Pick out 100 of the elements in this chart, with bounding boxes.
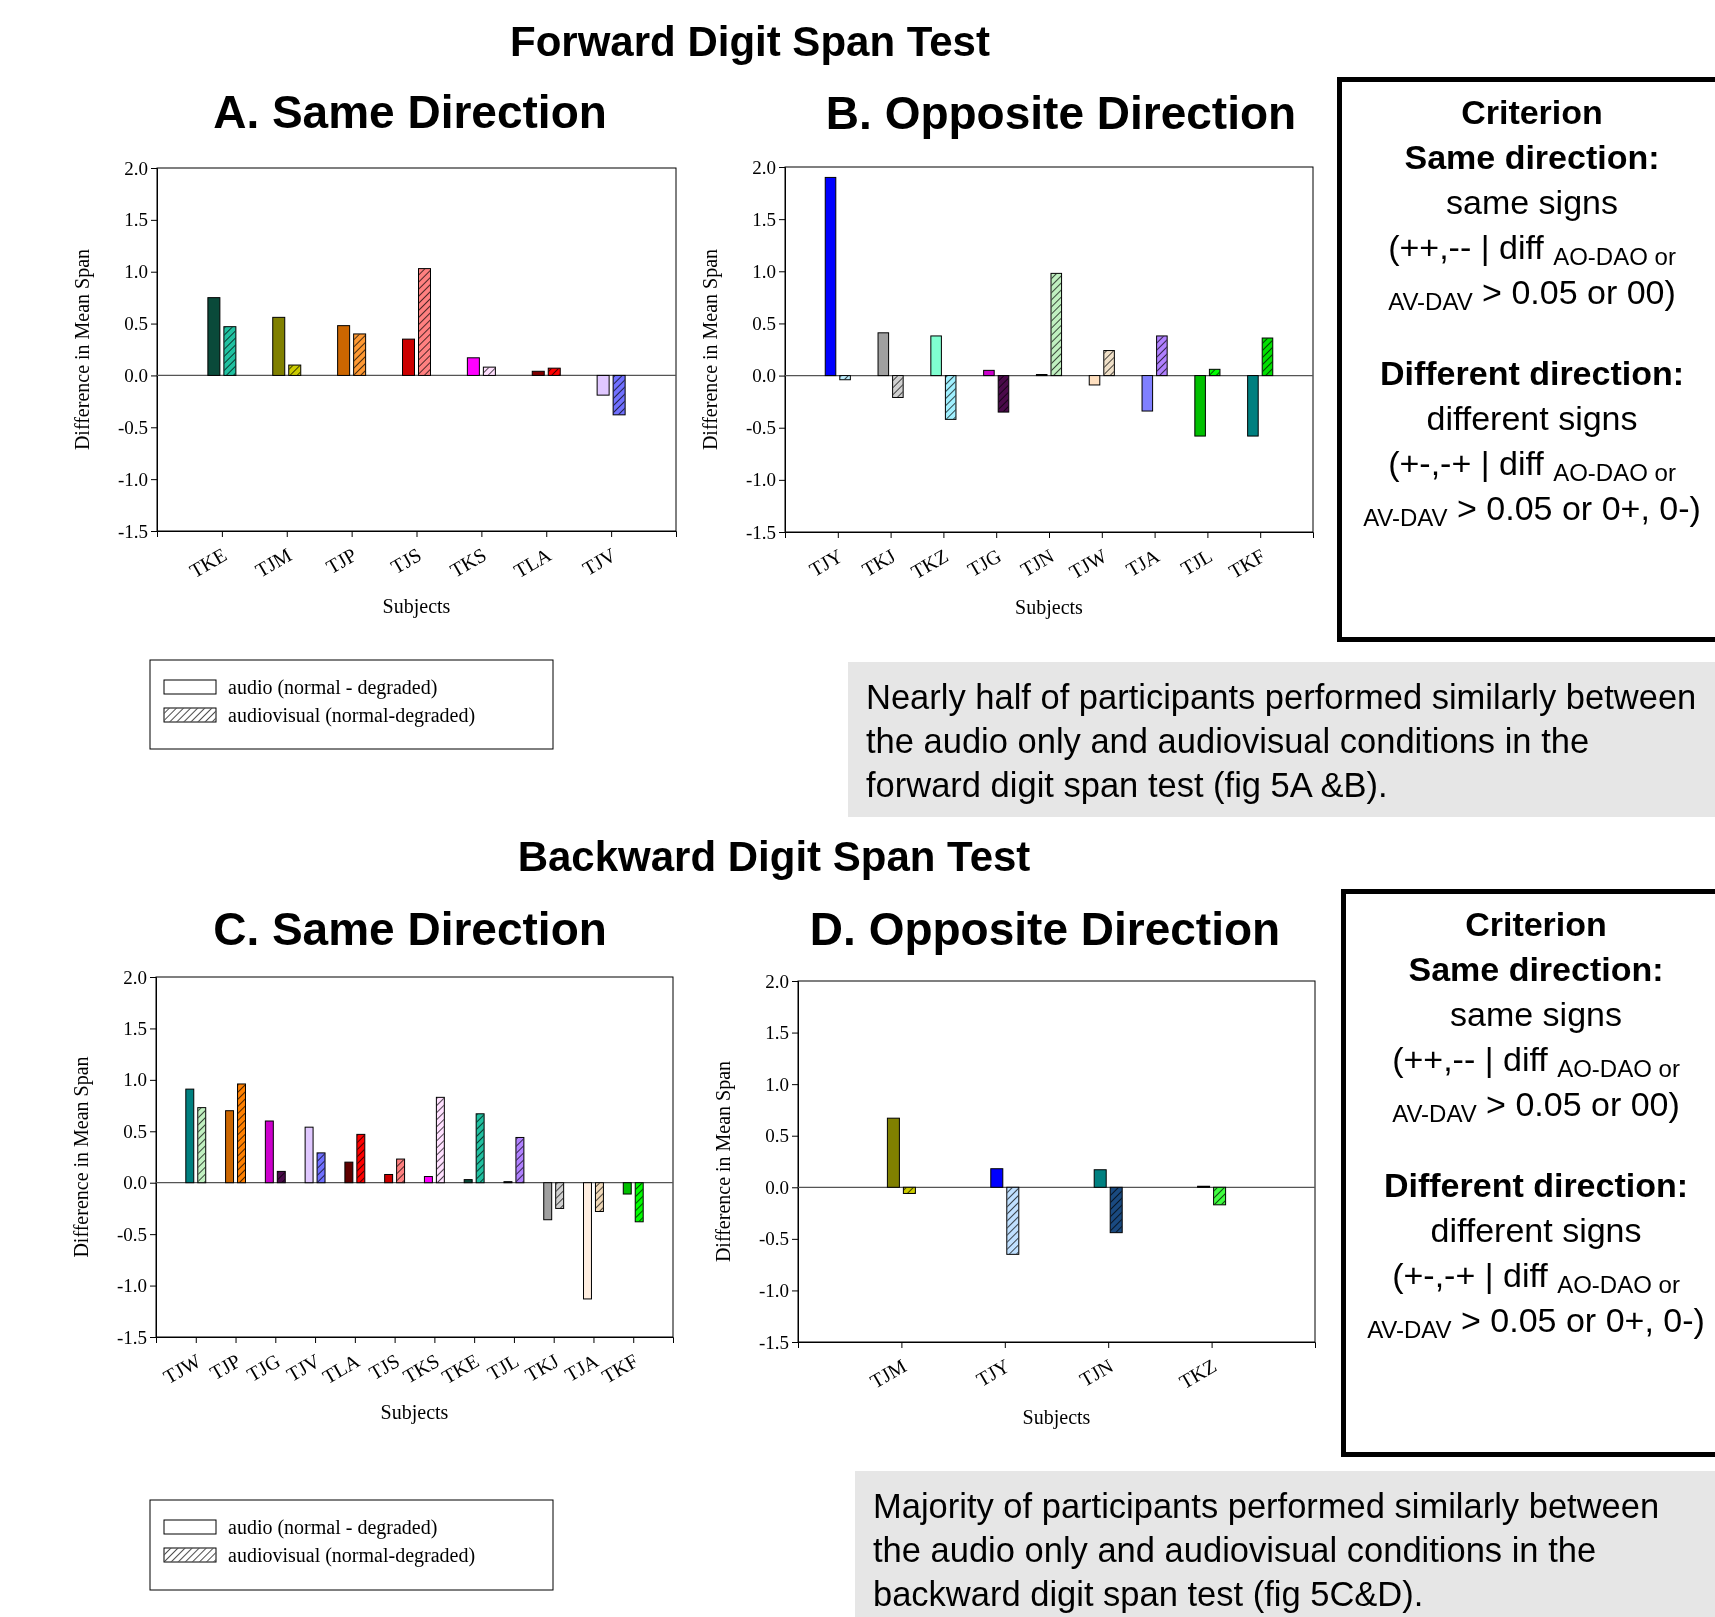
bar bbox=[1088, 375, 1101, 386]
y-tick-label: 0.5 bbox=[765, 1125, 789, 1147]
y-tick-label: -1.0 bbox=[117, 468, 148, 490]
text: Criterion bbox=[1464, 904, 1608, 945]
y-tick-label: 1.5 bbox=[752, 208, 776, 230]
y-tick-label: 2.0 bbox=[123, 966, 147, 988]
y-tick-label: 0.5 bbox=[124, 313, 148, 335]
x-tick-label: TJW bbox=[159, 1349, 205, 1388]
y-tick-label: 2.0 bbox=[752, 156, 776, 178]
text: Backward Digit Span Test bbox=[516, 833, 1032, 881]
y-tick-label: 2.0 bbox=[124, 157, 148, 179]
y-tick-label: 0.0 bbox=[752, 365, 776, 387]
y-tick-label: -0.5 bbox=[117, 416, 148, 438]
chart-title: B. Opposite Direction bbox=[825, 87, 1297, 139]
bar bbox=[402, 338, 415, 376]
bar bbox=[930, 335, 942, 377]
bar bbox=[1093, 1169, 1107, 1188]
x-tick-label: TJP bbox=[322, 543, 361, 579]
y-tick-label: -1.0 bbox=[758, 1280, 789, 1302]
chart-title: A. Same Direction bbox=[213, 86, 607, 138]
x-tick-label: TKJ bbox=[521, 1349, 563, 1386]
x-tick-label: TLA bbox=[510, 543, 556, 582]
x-tick-label: TJY bbox=[972, 1354, 1014, 1391]
bar bbox=[272, 316, 286, 376]
bar bbox=[824, 176, 837, 377]
chart-title: C. Same Direction bbox=[213, 903, 607, 955]
x-tick-label: TJG bbox=[242, 1349, 284, 1386]
text: different signs bbox=[1429, 1210, 1643, 1251]
text: Different direction: bbox=[1378, 353, 1686, 394]
x-tick-label: TJV bbox=[578, 543, 621, 580]
text: Majority of participants performed similarly between the audio only and audiovisual conditions in the backward digit span test (fig 5C&D). bbox=[873, 1486, 1661, 1615]
y-tick-label: -1.5 bbox=[758, 1331, 789, 1353]
x-tick-label: TKF bbox=[1224, 544, 1269, 583]
bar bbox=[990, 1168, 1004, 1188]
x-axis-title: Subjects bbox=[380, 1401, 449, 1424]
y-tick-label: -1.5 bbox=[745, 521, 776, 543]
text: Different direction: bbox=[1382, 1165, 1690, 1206]
y-tick-label: -0.5 bbox=[745, 417, 776, 439]
x-tick-label: TJL bbox=[1177, 544, 1216, 580]
bar bbox=[886, 1117, 900, 1188]
x-tick-label: TJM bbox=[251, 543, 296, 582]
bar bbox=[1194, 375, 1206, 437]
x-tick-label: TKE bbox=[185, 543, 231, 582]
y-tick-label: 1.0 bbox=[752, 260, 776, 282]
text: same signs bbox=[1445, 182, 1619, 223]
text: same signs bbox=[1449, 994, 1623, 1035]
y-tick-label: -1.5 bbox=[116, 1326, 147, 1348]
bar bbox=[264, 1120, 274, 1184]
y-tick-label: 0.0 bbox=[123, 1172, 147, 1194]
y-tick-label: 1.0 bbox=[765, 1073, 789, 1095]
x-axis-title: Subjects bbox=[1022, 1406, 1091, 1429]
text: Same direction: bbox=[1407, 949, 1665, 990]
x-tick-label: TJP bbox=[206, 1349, 245, 1385]
y-tick-label: 0.5 bbox=[752, 313, 776, 335]
bar bbox=[1247, 375, 1259, 437]
x-tick-label: TJY bbox=[805, 544, 847, 581]
x-tick-label: TKZ bbox=[907, 544, 952, 583]
x-tick-label: TJM bbox=[866, 1354, 911, 1393]
x-tick-label: TJL bbox=[483, 1349, 523, 1385]
y-axis-title: Difference in Mean Span bbox=[71, 248, 94, 451]
legend-label: audiovisual (normal-degraded) bbox=[228, 704, 476, 727]
x-tick-label: TKJ bbox=[858, 544, 900, 581]
y-axis-title: Difference in Mean Span bbox=[70, 1056, 93, 1258]
x-tick-label: TJS bbox=[387, 543, 425, 579]
x-tick-label: TJG bbox=[963, 544, 1005, 581]
y-tick-label: 1.5 bbox=[124, 209, 148, 231]
y-tick-label: 1.5 bbox=[123, 1018, 147, 1040]
chart-title: D. Opposite Direction bbox=[809, 903, 1281, 955]
text: Same direction: bbox=[1403, 137, 1661, 178]
x-tick-label: TJN bbox=[1016, 544, 1058, 581]
y-tick-label: 1.0 bbox=[124, 261, 148, 283]
y-tick-label: 1.0 bbox=[123, 1069, 147, 1091]
x-tick-label: TKZ bbox=[1175, 1354, 1221, 1393]
y-tick-label: -0.5 bbox=[758, 1228, 789, 1250]
y-tick-label: 1.5 bbox=[765, 1022, 789, 1044]
bar bbox=[583, 1182, 592, 1300]
y-tick-label: -0.5 bbox=[116, 1223, 147, 1245]
legend-label: audio (normal - degraded) bbox=[228, 1516, 438, 1539]
text: Nearly half of participants performed similarly between the audio only and audiovisual conditions in the forward digit span test (fig 5A &B). bbox=[866, 677, 1698, 806]
bar bbox=[877, 332, 890, 377]
y-tick-label: 0.0 bbox=[124, 365, 148, 387]
text: Forward Digit Span Test bbox=[509, 18, 991, 66]
y-axis-title: Difference in Mean Span bbox=[712, 1060, 735, 1263]
y-tick-label: 2.0 bbox=[765, 970, 789, 992]
bar bbox=[983, 369, 995, 377]
y-axis-title: Difference in Mean Span bbox=[699, 248, 722, 451]
bar bbox=[463, 1179, 473, 1184]
y-tick-label: -1.0 bbox=[116, 1275, 147, 1297]
x-axis-title: Subjects bbox=[1015, 596, 1084, 619]
x-tick-label: TLA bbox=[318, 1349, 364, 1388]
text: Criterion bbox=[1460, 92, 1604, 133]
y-tick-label: -1.5 bbox=[117, 520, 148, 542]
x-tick-label: TJN bbox=[1075, 1354, 1117, 1391]
x-axis-title: Subjects bbox=[382, 595, 451, 618]
text: different signs bbox=[1425, 398, 1639, 439]
x-tick-label: TJA bbox=[1122, 544, 1164, 581]
x-tick-label: TKS bbox=[446, 543, 490, 582]
y-tick-label: 0.5 bbox=[123, 1120, 147, 1142]
x-tick-label: TJW bbox=[1065, 544, 1111, 583]
bar bbox=[1141, 375, 1154, 412]
